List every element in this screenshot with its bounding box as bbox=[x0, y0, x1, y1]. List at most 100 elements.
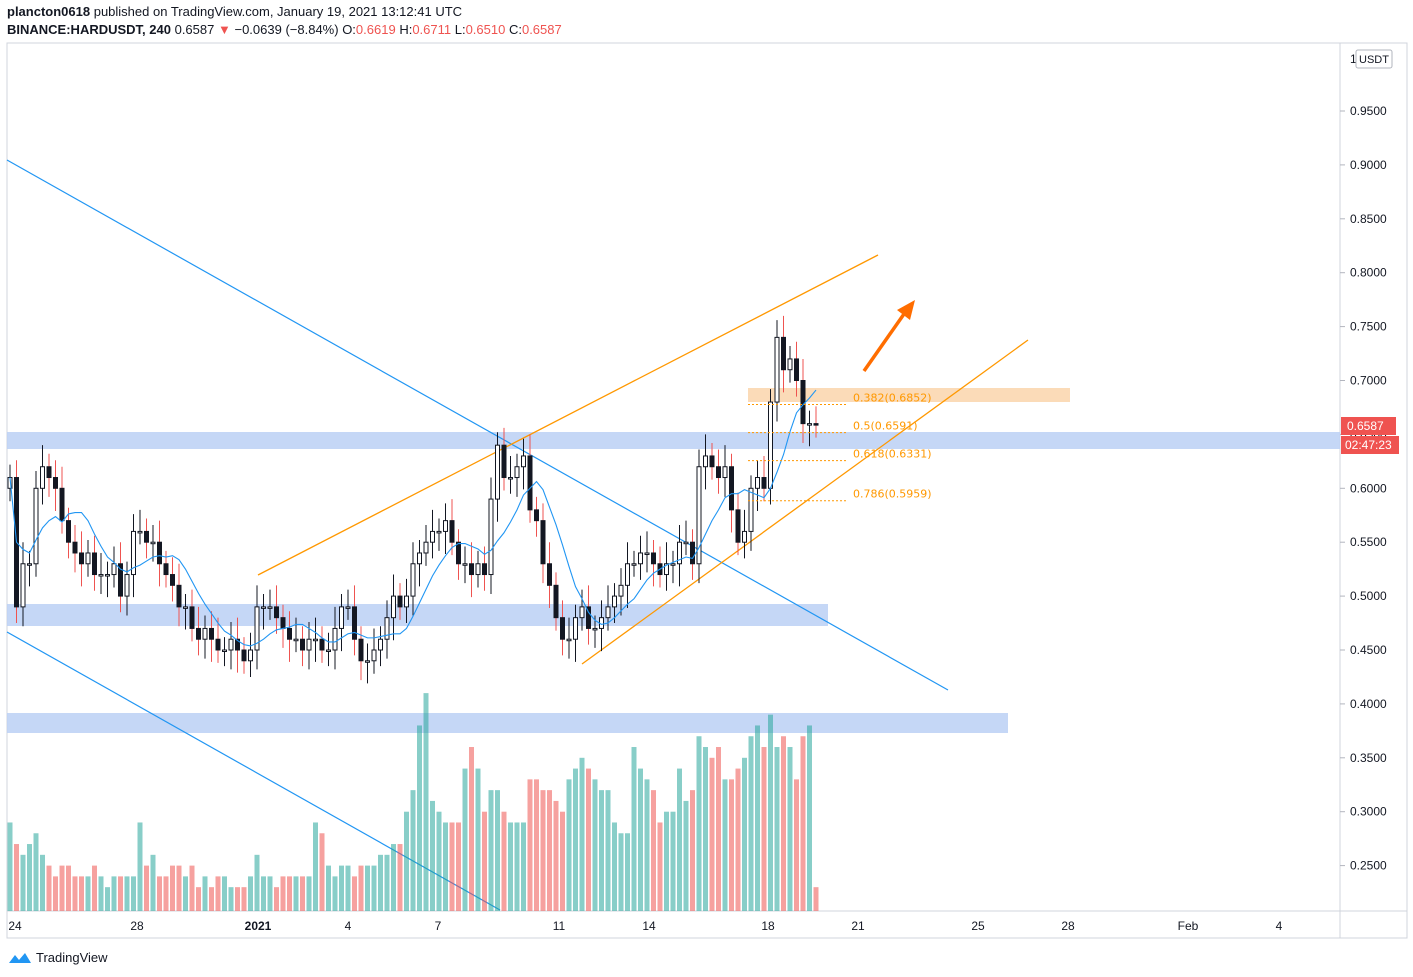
volume-bar bbox=[59, 865, 65, 911]
candle-body bbox=[85, 552, 91, 565]
volume-bar bbox=[768, 714, 773, 911]
volume-bar bbox=[813, 887, 819, 911]
volume-bar bbox=[66, 865, 71, 911]
volume-bar bbox=[202, 876, 208, 911]
candle-body bbox=[586, 606, 591, 629]
volume-bar bbox=[592, 779, 598, 911]
candle-body bbox=[703, 455, 708, 468]
symbol-legend: BINANCE:HARDUSDT, 240 0.6587 ▼ −0.0639 (… bbox=[7, 22, 562, 37]
candle-body bbox=[495, 444, 500, 500]
volume-bar bbox=[313, 822, 318, 911]
chart-frame bbox=[6, 42, 1408, 939]
volume-bar bbox=[501, 811, 507, 911]
volume-bar bbox=[254, 854, 260, 911]
volume-bar bbox=[248, 876, 253, 911]
candle-body bbox=[261, 606, 266, 609]
volume-bar bbox=[794, 779, 799, 911]
x-tick-label: 2021 bbox=[245, 919, 272, 933]
low-value: 0.6510 bbox=[465, 22, 506, 37]
volume-bar bbox=[358, 865, 364, 911]
volume-bar bbox=[196, 887, 201, 911]
volume-bar bbox=[638, 768, 643, 911]
candle-body bbox=[131, 530, 136, 576]
volume-bar bbox=[209, 887, 214, 911]
candle-body bbox=[417, 552, 422, 565]
candle-body bbox=[566, 638, 572, 642]
candle-body bbox=[287, 627, 292, 640]
volume-bar bbox=[79, 876, 84, 911]
candle-body bbox=[592, 627, 598, 631]
x-tick-label: 25 bbox=[971, 919, 985, 933]
volume-bar bbox=[404, 811, 409, 911]
volume-bar bbox=[378, 854, 383, 911]
currency-label: USDT bbox=[1359, 54, 1389, 66]
candle-body bbox=[501, 444, 507, 479]
volume-bar bbox=[189, 865, 195, 911]
x-tick-label: 28 bbox=[130, 919, 144, 933]
y-tick-label: 0.9000 bbox=[1350, 158, 1387, 172]
tradingview-logo-icon bbox=[9, 952, 31, 963]
candle-body bbox=[436, 530, 442, 534]
volume-bar bbox=[300, 876, 305, 911]
candle-body bbox=[527, 455, 533, 511]
candle-body bbox=[618, 584, 624, 597]
candle-body bbox=[72, 541, 78, 554]
candle-body bbox=[111, 563, 117, 576]
price-chart[interactable]: 0.382(0.6852) 0.5(0.6591) 0.618(0.6331) 0.7… bbox=[0, 0, 1413, 945]
candle-body bbox=[59, 487, 65, 522]
volume-bar bbox=[98, 876, 104, 911]
volume-bar bbox=[573, 768, 578, 911]
tradingview-footer[interactable]: TradingView bbox=[8, 950, 108, 965]
fib-zone bbox=[748, 388, 1070, 402]
candle-body bbox=[53, 477, 58, 489]
candle-body bbox=[345, 606, 351, 609]
candle-body bbox=[735, 509, 741, 543]
volume-bar bbox=[495, 790, 500, 911]
volume-bar bbox=[599, 790, 604, 911]
y-tick-label: 0.5000 bbox=[1350, 589, 1387, 603]
fib-label-1: 0.5(0.6591) bbox=[853, 420, 918, 433]
candle-body bbox=[410, 563, 416, 597]
volume-bar bbox=[170, 865, 175, 911]
volume-bar bbox=[716, 747, 721, 911]
candle-body bbox=[664, 563, 669, 576]
x-tick-label: 21 bbox=[851, 919, 865, 933]
volume-bar bbox=[410, 790, 416, 911]
y-tick-label: 0.6000 bbox=[1350, 481, 1387, 495]
candle-body bbox=[404, 595, 409, 608]
volume-bar bbox=[787, 747, 793, 911]
fib-label-0: 0.382(0.6852) bbox=[853, 391, 932, 404]
volume-bar bbox=[670, 811, 676, 911]
candle-body bbox=[631, 563, 637, 566]
volume-bar bbox=[92, 865, 97, 911]
symbol-label[interactable]: BINANCE:HARDUSDT, 240 bbox=[7, 22, 171, 37]
candle-body bbox=[774, 336, 780, 403]
volume-bar bbox=[709, 757, 715, 911]
volume-bar bbox=[618, 833, 624, 911]
volume-bar bbox=[40, 854, 45, 911]
volume-bar bbox=[261, 876, 266, 911]
volume-bar bbox=[163, 876, 169, 911]
candle-body bbox=[644, 552, 650, 555]
volume-bar bbox=[729, 779, 734, 911]
x-tick-label: 11 bbox=[553, 919, 566, 933]
volume-bar bbox=[176, 865, 182, 911]
candle-body bbox=[27, 563, 32, 566]
volume-bar bbox=[144, 865, 149, 911]
candle-body bbox=[729, 466, 734, 511]
candle-body bbox=[144, 530, 149, 543]
volume-bar bbox=[391, 844, 396, 911]
y-tick-label: 0.4500 bbox=[1350, 643, 1387, 657]
y-tick-label: 0.8500 bbox=[1350, 212, 1387, 226]
candle-body bbox=[423, 541, 429, 554]
y-tick-label: 0.3500 bbox=[1350, 751, 1387, 765]
x-tick-label: Feb bbox=[1178, 919, 1199, 933]
candle-body bbox=[371, 649, 377, 662]
candle-body bbox=[722, 466, 728, 479]
volume-bar bbox=[326, 865, 331, 911]
volume-bar bbox=[462, 768, 468, 911]
candle-body bbox=[475, 563, 481, 576]
x-tick-label: 14 bbox=[642, 919, 656, 933]
candle-body bbox=[358, 638, 364, 662]
volume-bar bbox=[228, 887, 234, 911]
